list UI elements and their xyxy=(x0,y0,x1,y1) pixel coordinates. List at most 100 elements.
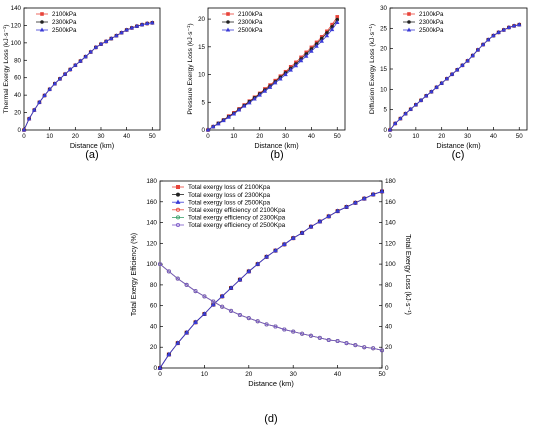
legend-label: 2500kPa xyxy=(238,27,263,34)
data-point xyxy=(370,191,376,197)
y-tick-label: 100 xyxy=(146,261,157,268)
data-point xyxy=(413,102,419,107)
y-tick-label: 10 xyxy=(198,72,205,79)
legend-item: 2300kPa xyxy=(222,19,263,26)
data-point xyxy=(379,188,385,194)
legend-marker xyxy=(40,20,44,24)
data-point xyxy=(449,71,455,76)
data-point xyxy=(114,33,119,38)
legend-item: Total exergy loss of 2500Kpa xyxy=(172,199,271,206)
legend-label: Total exergy efficiency of 2300Kpa xyxy=(188,215,286,222)
series-6 xyxy=(157,262,384,353)
x-tick-label: 10 xyxy=(201,371,209,378)
data-point xyxy=(335,208,341,213)
y2-tick-label: 140 xyxy=(385,220,396,227)
y-tick-label: 15 xyxy=(198,44,205,51)
data-point xyxy=(88,49,93,54)
series-line xyxy=(159,263,383,351)
data-point xyxy=(129,25,134,30)
data-point xyxy=(496,29,501,34)
data-point xyxy=(371,346,376,351)
y-tick-label: 20 xyxy=(14,110,21,117)
series-line xyxy=(389,24,520,131)
legend-label: Total exergy loss of 2100Kpa xyxy=(188,184,271,191)
data-point xyxy=(273,247,278,253)
y-tick-label: 20 xyxy=(150,344,158,351)
data-point xyxy=(300,331,305,336)
legend-marker xyxy=(407,12,411,16)
data-point xyxy=(166,351,172,357)
legend-marker xyxy=(407,20,411,24)
data-point xyxy=(252,96,257,101)
data-point xyxy=(231,111,237,116)
data-point xyxy=(37,99,42,104)
panel-label: (b) xyxy=(270,149,283,161)
legend-label: 2300kPa xyxy=(238,19,263,26)
legend-marker xyxy=(226,12,230,16)
data-point xyxy=(335,19,340,24)
data-point xyxy=(434,84,439,89)
data-point xyxy=(262,88,268,93)
y-tick-label: 10 xyxy=(380,86,387,93)
y-tick-label: 20 xyxy=(380,46,387,53)
x-tick-label: 10 xyxy=(230,133,237,140)
data-point xyxy=(26,116,32,121)
legend-label: 2300kPa xyxy=(52,19,77,26)
plot-frame xyxy=(207,7,346,131)
legend-label: Total exergy efficiency of 2500Kpa xyxy=(188,222,286,229)
series-line xyxy=(207,19,338,131)
data-point xyxy=(408,106,413,111)
data-point xyxy=(314,43,319,48)
series-3 xyxy=(157,188,385,370)
data-point xyxy=(32,107,37,112)
y-tick-label: 120 xyxy=(11,22,22,29)
legend-marker xyxy=(175,184,180,189)
data-point xyxy=(166,269,171,274)
x-tick-label: 0 xyxy=(158,371,162,378)
x-axis-label: Distance (km) xyxy=(254,141,298,150)
y-tick-label: 5 xyxy=(202,99,206,106)
legend-item: 2500kPa xyxy=(403,27,444,34)
data-point xyxy=(326,337,331,342)
data-point xyxy=(278,76,283,81)
legend-marker xyxy=(175,207,180,212)
legend-item: 2500kPa xyxy=(36,27,77,34)
legend-label: Total exergy loss of 2300Kpa xyxy=(188,192,271,199)
x-tick-label: 50 xyxy=(516,133,523,140)
x-tick-label: 10 xyxy=(46,133,53,140)
data-point xyxy=(352,200,358,205)
y2-tick-label: 160 xyxy=(385,199,396,206)
data-point xyxy=(219,293,225,298)
data-point xyxy=(237,313,242,318)
x-tick-label: 50 xyxy=(334,133,341,140)
legend-label: 2500kPa xyxy=(419,27,444,34)
legend-marker xyxy=(175,192,180,197)
data-point xyxy=(460,62,465,67)
y-tick-label: 0 xyxy=(384,127,388,134)
data-point xyxy=(255,261,261,266)
y2-tick-label: 0 xyxy=(385,365,389,372)
series-line xyxy=(389,24,520,131)
data-point xyxy=(210,301,216,307)
data-point xyxy=(21,127,27,132)
data-point xyxy=(398,116,403,121)
data-point xyxy=(184,329,190,335)
x-tick-label: 0 xyxy=(388,133,392,140)
data-point xyxy=(344,204,349,209)
legend-item: Total exergy efficiency of 2100Kpa xyxy=(172,207,286,214)
x-tick-label: 30 xyxy=(98,133,105,140)
x-tick-label: 40 xyxy=(334,371,342,378)
legend-label: 2100kPa xyxy=(419,11,444,18)
legend-item: Total exergy efficiency of 2300Kpa xyxy=(172,215,286,222)
data-point xyxy=(387,127,393,132)
series-1 xyxy=(388,22,522,132)
legend-label: 2500kPa xyxy=(52,27,77,34)
legend-label: Total exergy loss of 2500Kpa xyxy=(188,199,271,206)
data-point xyxy=(282,327,287,332)
series-1 xyxy=(22,21,155,132)
legend-label: Total exergy efficiency of 2100Kpa xyxy=(188,207,286,214)
panel-a: 0 10 20 30 40 50 0 20 40 60 80 100 120 140 Distance (k… xyxy=(3,5,161,161)
y2-tick-label: 40 xyxy=(385,323,393,330)
